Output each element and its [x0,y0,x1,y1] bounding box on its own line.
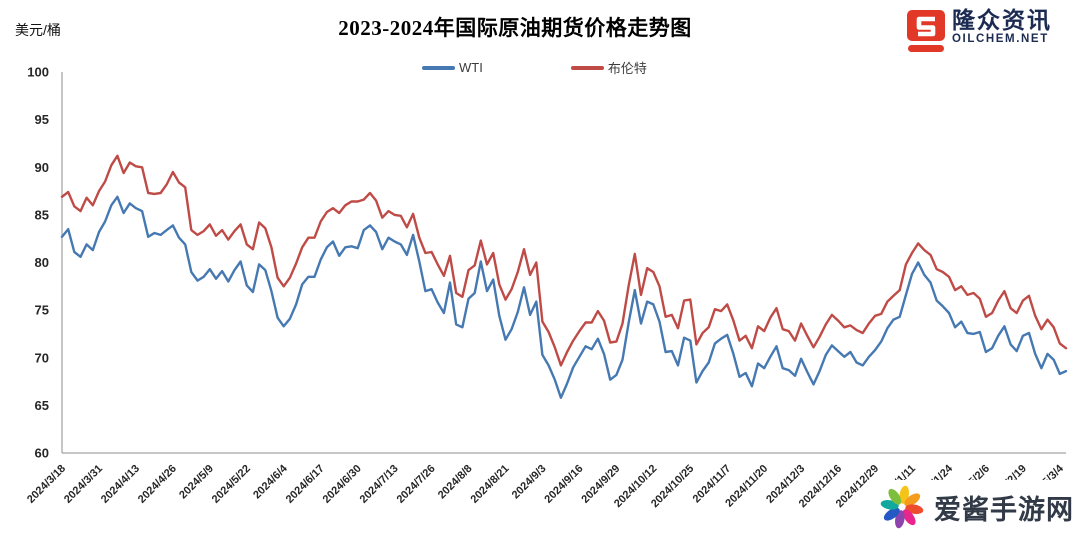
pinwheel-petal [902,509,916,526]
x-tick-label: 2024/9/16 [542,463,585,506]
oilchem-logo: 隆众资讯 OILCHEM.NET [906,9,1052,53]
x-tick-label: 2024/3/18 [25,463,68,506]
oilchem-logo-icon [907,10,945,52]
legend-item-wti: WTI [422,60,483,75]
pinwheel-petal [904,493,921,507]
y-tick-label: 90 [35,160,49,175]
brent-line-swatch [570,65,604,70]
watermark-text: 爱酱手游网 [934,494,1074,525]
x-tick-label: 2024/3/31 [62,463,105,506]
y-tick-label: 70 [35,350,49,365]
legend-label-brent: 布伦特 [607,61,647,76]
x-tick-label: 2024/5/22 [210,463,253,506]
y-tick-label: 75 [35,303,49,318]
x-tick-label: 2024/7/26 [395,463,438,506]
y-tick-label: 60 [35,446,49,461]
legend-label-wti: WTI [459,60,483,75]
logo-domain: OILCHEM.NET [952,33,1049,45]
logo-company-name: 隆众资讯 [952,7,1052,33]
pinwheel-icon [880,485,924,529]
series-line-brent [60,154,1068,367]
wti-line-swatch [422,65,455,70]
x-tick-label: 2024/8/21 [469,463,512,506]
x-tick-label: 2024/4/26 [136,463,179,506]
pinwheel-petal [888,488,902,505]
x-tick-label: 2024/6/30 [321,463,364,506]
y-tick-label: 65 [35,398,49,413]
y-tick-label: 100 [27,65,49,80]
series-line-wti [60,195,1068,399]
x-tick-label: 2024/6/17 [284,463,327,506]
legend: WTI 布伦特 [422,58,647,77]
y-tick-label: 85 [35,207,49,222]
y-tick-label: 95 [35,112,49,127]
pinwheel-petal [883,507,900,521]
chart-title: 2023-2024年国际原油期货价格走势图 [338,16,692,40]
y-tick-label: 80 [35,255,49,270]
x-tick-label: 2024/4/13 [99,463,142,506]
y-axis-unit-label: 美元/桶 [15,22,61,38]
x-tick-label: 2024/7/13 [358,463,401,506]
watermark: 爱酱手游网 [867,480,1080,536]
legend-item-brent: 布伦特 [570,58,647,77]
